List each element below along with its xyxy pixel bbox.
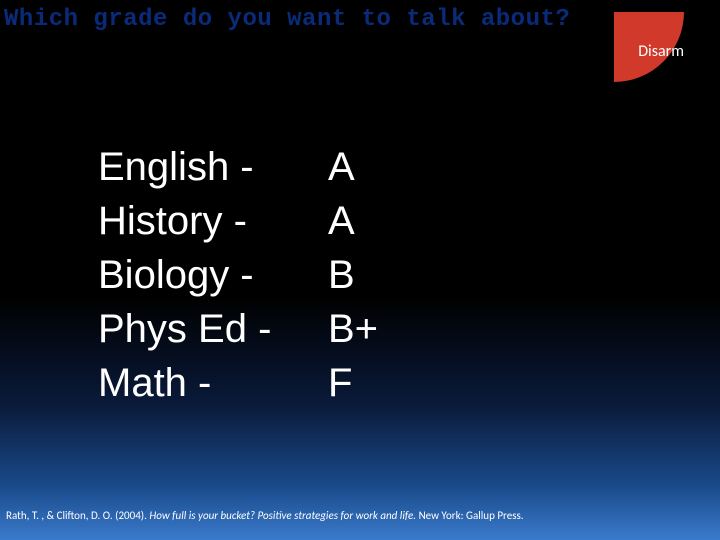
grade-letter: F	[328, 356, 378, 410]
grades-letters-column: A A B B+ F	[328, 140, 378, 410]
grade-subject: Math -	[98, 356, 328, 410]
disarm-label: Disarm	[638, 42, 684, 61]
citation-title: How full is your bucket? Positive strate…	[149, 509, 416, 522]
citation-prefix: Rath, T. , & Clifton, D. O. (2004).	[6, 509, 149, 522]
grades-subjects-column: English - History - Biology - Phys Ed - …	[98, 140, 328, 410]
citation-suffix: New York: Gallup Press.	[416, 509, 524, 522]
grade-subject: English -	[98, 140, 328, 194]
slide-title: Which grade do you want to talk about?	[4, 6, 570, 33]
grade-letter: B	[328, 248, 378, 302]
grades-table: English - History - Biology - Phys Ed - …	[98, 140, 378, 410]
grade-subject: History -	[98, 194, 328, 248]
grade-subject: Biology -	[98, 248, 328, 302]
grade-subject: Phys Ed -	[98, 302, 328, 356]
grade-letter: A	[328, 140, 378, 194]
disarm-badge: Disarm	[614, 12, 694, 82]
grade-letter: A	[328, 194, 378, 248]
citation: Rath, T. , & Clifton, D. O. (2004). How …	[6, 509, 714, 522]
grade-letter: B+	[328, 302, 378, 356]
